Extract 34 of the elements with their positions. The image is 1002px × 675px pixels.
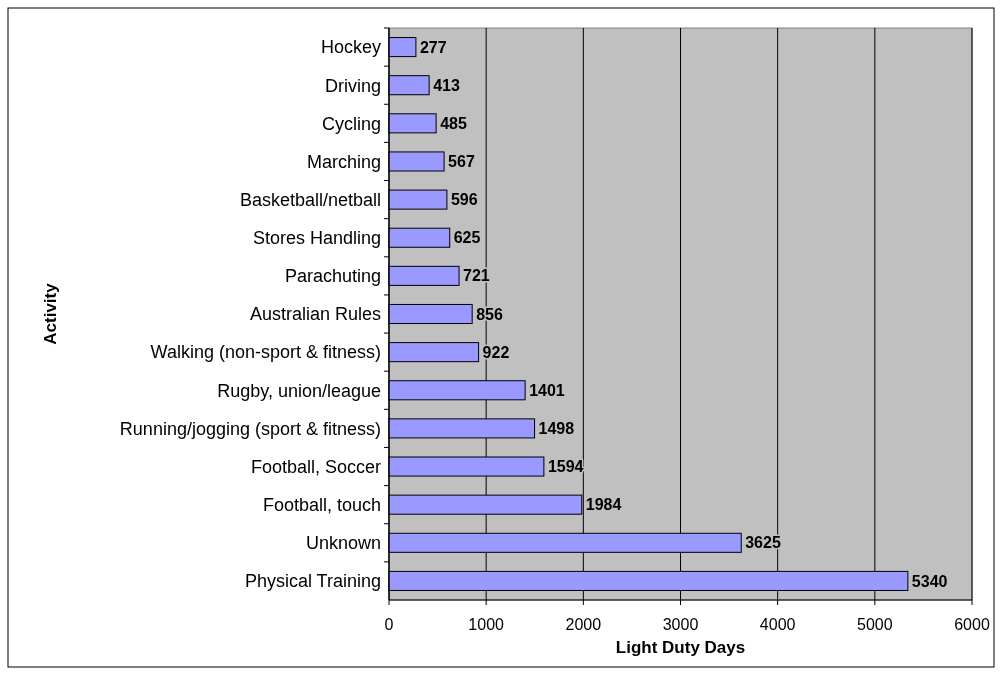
y-tick-label: Rugby, union/league bbox=[217, 380, 381, 401]
x-tick-label: 5000 bbox=[857, 616, 893, 633]
y-tick-label: Basketball/netball bbox=[239, 189, 381, 210]
y-tick-label: Unknown bbox=[305, 533, 381, 554]
data-label: 567 bbox=[448, 153, 475, 171]
x-tick-label: 3000 bbox=[662, 616, 699, 633]
y-tick-label: Cycling bbox=[321, 113, 381, 134]
data-label: 596 bbox=[450, 191, 478, 209]
x-tick-label: 6000 bbox=[954, 616, 990, 633]
y-tick-label: Physical Training bbox=[244, 571, 381, 592]
data-label: 413 bbox=[433, 76, 460, 94]
y-tick-label: Football, Soccer bbox=[250, 456, 381, 477]
y-tick-label: Parachuting bbox=[284, 266, 381, 287]
x-tick-label: 4000 bbox=[759, 616, 796, 633]
data-label: 1984 bbox=[585, 496, 622, 514]
x-axis-title: Light Duty Days bbox=[615, 638, 746, 657]
data-label: 5340 bbox=[911, 572, 948, 590]
data-label: 625 bbox=[453, 229, 481, 247]
x-tick-label: 0 bbox=[384, 616, 394, 633]
y-axis-title: Activity bbox=[41, 282, 60, 345]
y-tick-label: Driving bbox=[324, 75, 381, 96]
data-label: 1401 bbox=[529, 381, 565, 399]
data-label: 1498 bbox=[538, 420, 575, 437]
y-tick-label: Hockey bbox=[320, 37, 381, 58]
y-tick-label: Running/jogging (sport & fitness) bbox=[119, 418, 381, 439]
y-tick-label: Stores Handling bbox=[252, 228, 381, 249]
y-tick-label: Football, touch bbox=[262, 494, 381, 515]
x-tick-label: 2000 bbox=[565, 616, 602, 633]
y-tick-label: Marching bbox=[306, 151, 381, 172]
x-tick-label: 1000 bbox=[468, 616, 505, 633]
data-label: 277 bbox=[419, 38, 447, 56]
data-label: 485 bbox=[440, 114, 467, 132]
y-tick-label: Walking (non-sport & fitness) bbox=[150, 342, 381, 363]
y-tick-label: Australian Rules bbox=[249, 304, 381, 325]
